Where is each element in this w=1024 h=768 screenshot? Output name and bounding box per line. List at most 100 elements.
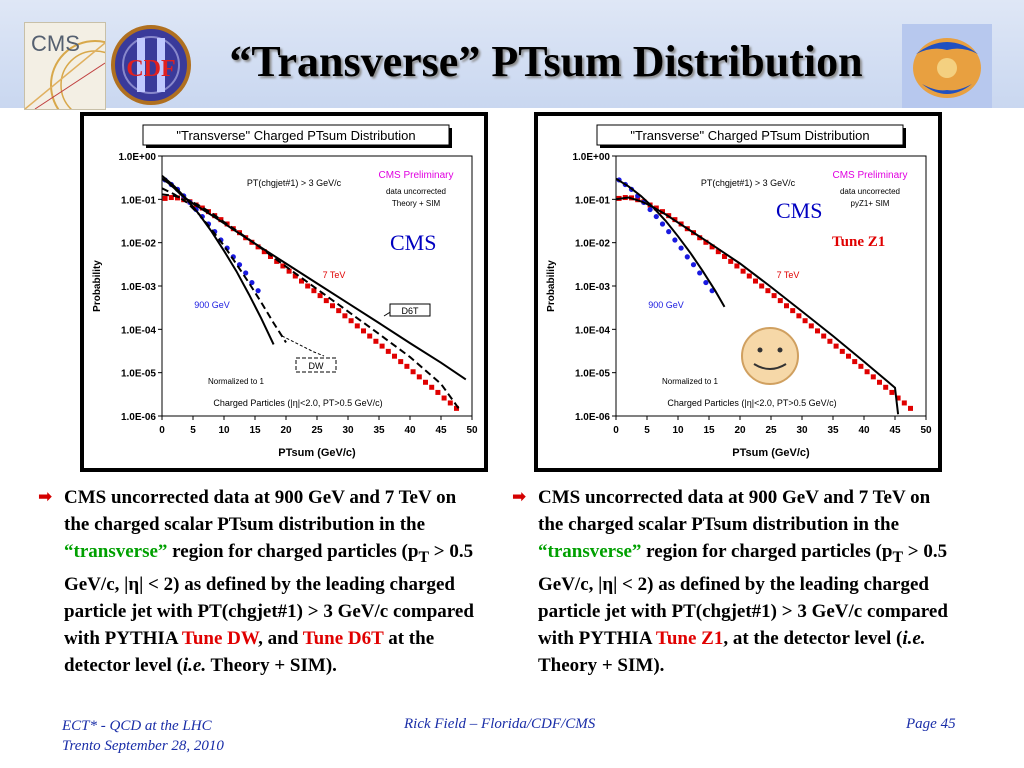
data-point-900gev bbox=[697, 270, 703, 276]
y-tick-label: 1.0E-03 bbox=[575, 282, 610, 293]
label-900gev: 900 GeV bbox=[194, 300, 230, 310]
data-point-7tev bbox=[317, 293, 323, 299]
data-point-7tev bbox=[373, 338, 379, 344]
footer-event: ECT* - QCD at the LHC bbox=[62, 718, 212, 734]
data-point-7tev bbox=[268, 253, 273, 259]
data-point-900gev bbox=[678, 245, 684, 251]
x-tick-label: 0 bbox=[159, 425, 165, 436]
theory-curve bbox=[161, 175, 275, 345]
data-point-7tev bbox=[392, 353, 397, 359]
cdf-logo: CDF bbox=[110, 24, 192, 106]
transverse-highlight: “transverse” bbox=[538, 541, 642, 562]
chart-title: "Transverse" Charged PTsum Distribution bbox=[176, 128, 415, 143]
footer-page: Page 45 bbox=[906, 716, 956, 732]
x-tick-label: 30 bbox=[796, 425, 808, 436]
x-tick-label: 25 bbox=[765, 425, 777, 436]
chart-right: "Transverse" Charged PTsum Distribution 1… bbox=[534, 112, 942, 472]
y-tick-label: 1.0E-06 bbox=[575, 412, 610, 423]
normalized-label: Normalized to 1 bbox=[662, 377, 719, 386]
chart-left-svg: "Transverse" Charged PTsum Distribution 1… bbox=[92, 124, 478, 459]
x-tick-label: 50 bbox=[466, 425, 478, 436]
y-tick-label: 1.0E-04 bbox=[121, 325, 156, 336]
data-point-7tev bbox=[429, 384, 435, 390]
data-point-7tev bbox=[416, 374, 422, 380]
data-point-7tev bbox=[846, 353, 851, 359]
data-point-7tev bbox=[323, 298, 329, 304]
data-point-7tev bbox=[299, 278, 304, 284]
data-point-7tev bbox=[839, 348, 845, 354]
x-tick-label: 45 bbox=[435, 425, 447, 436]
data-point-7tev bbox=[784, 303, 789, 309]
bullet-right-text: CMS uncorrected data at 900 GeV and 7 Te… bbox=[538, 487, 948, 676]
data-point-7tev bbox=[423, 379, 428, 385]
data-point-7tev bbox=[802, 318, 808, 324]
x-tick-label: 35 bbox=[373, 425, 385, 436]
particles-label: Charged Particles (|η|<2.0, PT>0.5 GeV/c… bbox=[667, 398, 836, 408]
data-point-900gev bbox=[703, 279, 709, 286]
y-tick-label: 1.0E-02 bbox=[575, 239, 610, 250]
bullet-left-text: CMS uncorrected data at 900 GeV and 7 Te… bbox=[64, 487, 474, 676]
data-point-7tev bbox=[864, 369, 870, 375]
dw-pointer bbox=[281, 335, 325, 357]
transverse-highlight: “transverse” bbox=[64, 541, 168, 562]
data-point-7tev bbox=[908, 405, 913, 411]
data-point-900gev bbox=[659, 221, 666, 227]
data-point-900gev bbox=[653, 213, 659, 220]
cdf-logo-text: CDF bbox=[126, 56, 175, 82]
data-point-900gev bbox=[684, 254, 690, 260]
label-7tev: 7 TeV bbox=[323, 270, 346, 280]
x-tick-label: 20 bbox=[734, 425, 746, 436]
data-point-7tev bbox=[336, 308, 342, 314]
data-point-900gev bbox=[243, 270, 249, 276]
data-point-7tev bbox=[168, 195, 174, 201]
x-tick-label: 15 bbox=[249, 425, 261, 436]
data-point-7tev bbox=[815, 328, 820, 334]
chart-right-svg: "Transverse" Charged PTsum Distribution 1… bbox=[546, 124, 932, 459]
data-point-7tev bbox=[274, 258, 280, 264]
data-point-7tev bbox=[889, 389, 895, 395]
data-point-7tev bbox=[199, 205, 205, 211]
data-point-7tev bbox=[342, 313, 348, 319]
data-point-7tev bbox=[286, 268, 292, 274]
x-tick-label: 10 bbox=[672, 425, 684, 436]
data-point-7tev bbox=[292, 273, 298, 279]
data-point-900gev bbox=[690, 262, 697, 268]
x-tick-label: 35 bbox=[827, 425, 839, 436]
cms-big-label: CMS bbox=[776, 198, 822, 223]
y-axis-label: Probability bbox=[92, 260, 103, 312]
y-tick-label: 1.0E+00 bbox=[572, 152, 610, 163]
smiley-eye-icon bbox=[777, 347, 783, 353]
data-point-7tev bbox=[261, 249, 267, 255]
data-point-7tev bbox=[709, 244, 715, 250]
y-tick-label: 1.0E+00 bbox=[118, 152, 156, 163]
x-axis-label: PTsum (GeV/c) bbox=[732, 447, 810, 459]
footer-author: Rick Field – Florida/CDF/CMS bbox=[404, 716, 596, 732]
data-point-7tev bbox=[852, 359, 858, 365]
x-tick-label: 50 bbox=[920, 425, 932, 436]
y-tick-label: 1.0E-01 bbox=[121, 195, 156, 206]
tune-dw: Tune DW bbox=[181, 627, 259, 649]
chart-title-box bbox=[142, 124, 450, 146]
data-point-7tev bbox=[753, 278, 758, 284]
data-point-7tev bbox=[901, 400, 907, 406]
data-point-7tev bbox=[790, 308, 796, 314]
data-point-900gev bbox=[666, 229, 672, 235]
data-point-900gev bbox=[672, 237, 678, 243]
dw-box bbox=[295, 357, 337, 373]
theory-curve bbox=[161, 187, 287, 343]
dw-label: DW bbox=[309, 361, 324, 371]
d6t-box bbox=[389, 303, 431, 317]
data-point-7tev bbox=[379, 343, 385, 349]
y-tick-label: 1.0E-05 bbox=[575, 369, 610, 380]
smiley-eye-icon bbox=[757, 347, 763, 353]
label-7tev: 7 TeV bbox=[777, 270, 800, 280]
data-point-7tev bbox=[367, 333, 373, 339]
data-point-900gev bbox=[255, 288, 261, 294]
x-tick-label: 5 bbox=[190, 425, 196, 436]
data-point-7tev bbox=[162, 195, 168, 201]
data-point-7tev bbox=[361, 328, 366, 334]
slide-header: CMS CDF “Transverse” PTsum Distribution bbox=[0, 0, 1024, 110]
y-tick-label: 1.0E-04 bbox=[575, 325, 610, 336]
x-tick-label: 40 bbox=[858, 425, 870, 436]
data-point-7tev bbox=[311, 288, 317, 294]
